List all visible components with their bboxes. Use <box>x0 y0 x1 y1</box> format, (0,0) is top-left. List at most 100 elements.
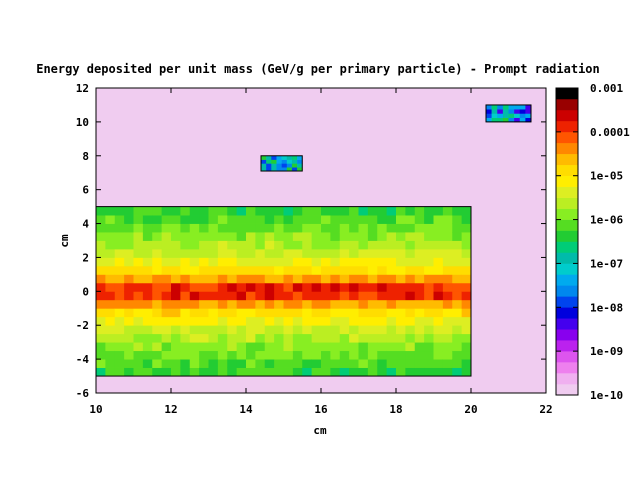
heatmap-cell <box>302 274 313 284</box>
heatmap-cell <box>508 104 515 110</box>
heatmap-cell <box>133 206 144 216</box>
heatmap-cell <box>227 291 238 301</box>
heatmap-cell <box>246 299 256 309</box>
heatmap-cell <box>302 240 313 250</box>
heatmap-cell <box>161 232 172 241</box>
heatmap-cell <box>189 274 200 284</box>
heatmap-cell <box>377 325 388 335</box>
x-tick-label: 14 <box>239 403 253 416</box>
heatmap-cell <box>386 333 397 343</box>
heatmap-cell <box>442 342 453 352</box>
heatmap-cell <box>246 367 256 377</box>
heatmap-cell <box>461 240 472 250</box>
heatmap-cell <box>442 223 453 233</box>
heatmap-cell <box>264 257 275 267</box>
heatmap-cell <box>152 215 163 224</box>
heatmap-cell <box>124 215 134 224</box>
heatmap-cell <box>255 223 266 233</box>
heatmap-cell <box>227 257 238 267</box>
heatmap-cell <box>142 232 153 241</box>
heatmap-cell <box>124 299 134 309</box>
heatmap-cell <box>358 282 369 292</box>
heatmap-cell <box>180 316 191 326</box>
heatmap-cell <box>208 325 219 335</box>
heatmap-cell <box>227 350 238 360</box>
colorbar-band <box>556 285 578 297</box>
heatmap-cell <box>405 342 416 352</box>
heatmap-cell <box>96 232 106 241</box>
colorbar-band <box>556 329 578 341</box>
colorbar-band <box>556 153 578 166</box>
heatmap-cell <box>433 367 444 377</box>
heatmap-cell <box>349 367 359 377</box>
heatmap-cell <box>414 308 425 318</box>
heatmap-cell <box>339 299 350 309</box>
heatmap-cell <box>261 163 267 168</box>
heatmap-cell <box>171 333 181 343</box>
heatmap-cell <box>514 117 521 123</box>
heatmap-cell <box>311 367 322 377</box>
heatmap-cell <box>114 308 125 318</box>
heatmap-cell <box>96 350 106 360</box>
heatmap-cell <box>508 117 515 123</box>
x-axis-label: cm <box>313 424 327 437</box>
heatmap-cell <box>105 316 116 326</box>
heatmap-cell <box>217 215 228 224</box>
colorbar-band <box>556 88 578 100</box>
heatmap-cell <box>461 308 472 318</box>
heatmap-cell <box>283 215 294 224</box>
heatmap-cell <box>514 104 521 110</box>
heatmap-cell <box>367 325 378 335</box>
heatmap-cell <box>152 299 163 309</box>
heatmap-cell <box>286 163 293 168</box>
heatmap-cell <box>414 223 425 233</box>
heatmap-cell <box>199 257 209 267</box>
heatmap-cell <box>264 333 275 343</box>
heatmap-cell <box>180 282 191 292</box>
heatmap-cell <box>264 265 275 275</box>
heatmap-cell <box>339 257 350 267</box>
heatmap-cell <box>291 159 298 164</box>
heatmap-cell <box>171 232 181 241</box>
heatmap-cell <box>264 308 275 318</box>
heatmap-cell <box>114 282 125 292</box>
heatmap-cell <box>396 215 406 224</box>
heatmap-cell <box>302 316 313 326</box>
heatmap-cell <box>283 308 294 318</box>
colorbar-band <box>556 362 578 374</box>
heatmap-cell <box>519 113 526 118</box>
heatmap-cell <box>442 359 453 368</box>
heatmap-cell <box>274 232 284 241</box>
heatmap-cell <box>264 282 275 292</box>
heatmap-cell <box>255 299 266 309</box>
heatmap-cell <box>405 325 416 335</box>
x-tick-label: 20 <box>464 403 477 416</box>
heatmap-cell <box>142 248 153 258</box>
heatmap-cell <box>311 240 322 250</box>
heatmap-cell <box>133 232 144 241</box>
heatmap-cell <box>433 240 444 250</box>
heatmap-cell <box>171 223 181 233</box>
y-tick-label: -4 <box>76 353 90 366</box>
heatmap-cell <box>180 206 191 216</box>
heatmap-cell <box>442 308 453 318</box>
heatmap-cell <box>292 367 303 377</box>
heatmap-cell <box>189 308 200 318</box>
heatmap-cell <box>486 104 492 110</box>
heatmap-cell <box>442 282 453 292</box>
heatmap-cell <box>171 257 181 267</box>
heatmap-cell <box>358 367 369 377</box>
heatmap-cell <box>114 333 125 343</box>
heatmap-cell <box>161 350 172 360</box>
heatmap-cell <box>274 342 284 352</box>
heatmap-cell <box>358 359 369 368</box>
colorbar-band <box>556 230 578 242</box>
colorbar-band <box>556 164 578 177</box>
heatmap-cell <box>502 113 509 118</box>
heatmap-cell <box>171 325 181 335</box>
heatmap-cell <box>274 257 284 267</box>
heatmap-cell <box>227 299 238 309</box>
heatmap-cell <box>199 282 209 292</box>
heatmap-cell <box>261 159 267 164</box>
heatmap-cell <box>452 308 463 318</box>
